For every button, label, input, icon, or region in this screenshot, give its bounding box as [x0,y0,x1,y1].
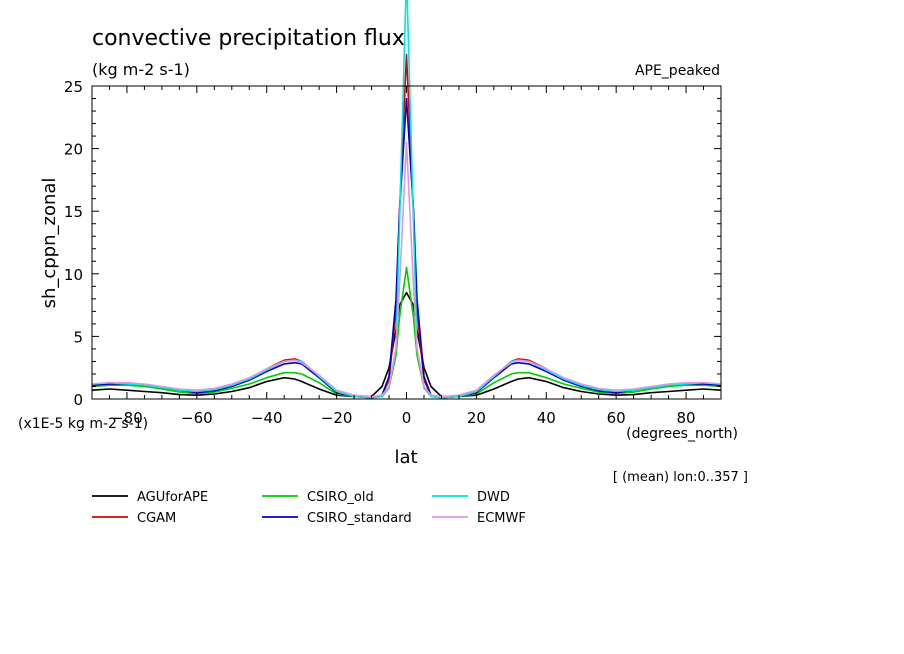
legend-label: DWD [477,490,510,505]
legend-item: CGAM [92,511,176,526]
y-axis-label: sh_cppn_zonal [39,178,60,309]
x-axis-label: lat [394,447,417,468]
series-line-dwd [92,0,721,399]
series-line-csiro-standard [92,97,721,399]
footnote: [ (mean) lon:0..357 ] [613,470,748,485]
x-tick-label: −40 [251,409,283,427]
plot-frame [91,85,722,400]
y-tick-label: 5 [73,328,83,346]
x-tick-label: 20 [467,409,486,427]
x-tick-label: −20 [321,409,353,427]
y-tick-label: 0 [73,391,83,409]
chart-units: (kg m-2 s-1) [92,60,190,79]
x-tick-label: 40 [537,409,556,427]
legend: AGUforAPE CGAM CSIRO_old CSIRO_standard DWD E… [92,490,526,526]
y-tick-label: 15 [64,203,83,221]
series-line-csiro-old [92,266,721,399]
legend-label: AGUforAPE [137,490,208,505]
axis-ticks [91,85,722,400]
y-tick-label: 20 [64,141,83,159]
series-line-aguforape [92,291,721,398]
chart-title: convective precipitation flux [92,26,405,51]
x-tick-label: 80 [677,409,696,427]
x-tick-label: −80 [111,409,143,427]
y-tick-label: 10 [64,266,83,284]
legend-label: CSIRO_standard [307,511,412,526]
y-tick-labels: 0 5 10 15 20 25 [64,78,83,409]
y-scale-note: (x1E-5 kg m-2 s-1) [18,416,148,432]
series-line-ecmwf [92,141,721,398]
x-tick-label: −60 [181,409,213,427]
x-units-label: (degrees_north) [626,426,738,442]
series-layer [92,0,721,399]
legend-item: AGUforAPE [92,490,208,505]
x-tick-labels: −80 −60 −40 −20 0 20 40 60 80 [111,409,695,427]
x-tick-label: 60 [607,409,626,427]
legend-item: CSIRO_standard [262,511,412,526]
experiment-label: APE_peaked [635,63,720,79]
legend-item: DWD [432,490,510,505]
x-tick-label: 0 [402,409,412,427]
legend-label: CGAM [137,511,176,526]
legend-label: ECMWF [477,511,526,526]
y-tick-label: 25 [64,78,83,96]
legend-label: CSIRO_old [307,490,374,505]
legend-item: ECMWF [432,511,526,526]
legend-item: CSIRO_old [262,490,374,505]
